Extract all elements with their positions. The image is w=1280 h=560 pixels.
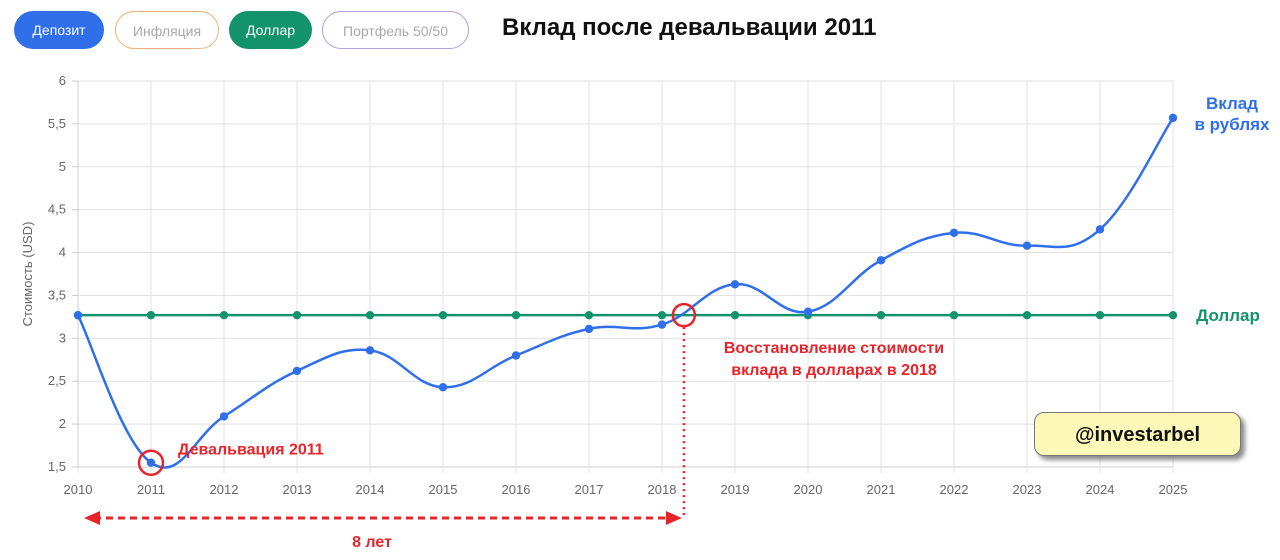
deposit-data-point bbox=[1095, 225, 1105, 234]
x-tick-label: 2012 bbox=[210, 482, 239, 497]
dollar-data-point bbox=[438, 310, 448, 320]
x-tick-label: 2015 bbox=[429, 482, 458, 497]
x-tick-label: 2019 bbox=[721, 482, 750, 497]
deposit-series-label: в рублях bbox=[1194, 115, 1270, 134]
deposit-series-label: Вклад bbox=[1206, 94, 1258, 113]
y-tick-label: 5,5 bbox=[48, 116, 66, 131]
top-bar: Депозит Инфляция Доллар Портфель 50/50 В… bbox=[0, 0, 1280, 64]
deposit-data-point bbox=[438, 383, 448, 392]
deposit-data-point bbox=[803, 307, 813, 316]
deposit-data-point bbox=[146, 458, 156, 467]
y-tick-label: 5 bbox=[59, 159, 66, 174]
x-tick-label: 2021 bbox=[867, 482, 896, 497]
x-tick-label: 2017 bbox=[575, 482, 604, 497]
deposit-data-point bbox=[292, 366, 302, 376]
deposit-data-point bbox=[1022, 241, 1032, 250]
dollar-series-label: Доллар bbox=[1196, 306, 1260, 325]
x-tick-label: 2010 bbox=[64, 482, 93, 497]
deposit-button[interactable]: Депозит bbox=[14, 11, 104, 49]
span-arrow-left-head bbox=[84, 511, 100, 525]
x-tick-label: 2024 bbox=[1086, 482, 1115, 497]
dollar-data-point bbox=[511, 310, 521, 320]
dollar-data-point bbox=[584, 310, 594, 320]
x-tick-label: 2022 bbox=[940, 482, 969, 497]
x-tick-label: 2013 bbox=[283, 482, 312, 497]
x-tick-label: 2020 bbox=[794, 482, 823, 497]
dollar-data-point bbox=[365, 310, 375, 320]
deposit-data-point bbox=[584, 324, 594, 334]
x-tick-label: 2011 bbox=[137, 482, 165, 497]
deposit-series-line bbox=[76, 117, 1175, 469]
y-tick-label: 4,5 bbox=[48, 202, 66, 217]
recovery-label: вклада в долларах в 2018 bbox=[731, 362, 937, 379]
y-tick-label: 3,5 bbox=[48, 287, 66, 302]
dollar-data-point bbox=[876, 310, 886, 320]
dollar-data-point bbox=[1022, 310, 1032, 320]
y-tick-label: 4 bbox=[59, 245, 66, 260]
dollar-data-point bbox=[292, 310, 302, 320]
y-tick-label: 3 bbox=[59, 330, 66, 345]
devaluation-label: Девальвация 2011 bbox=[178, 442, 324, 459]
chart-title: Вклад после девальвации 2011 bbox=[502, 14, 877, 41]
x-tick-label: 2014 bbox=[356, 482, 385, 497]
y-tick-label: 6 bbox=[59, 73, 66, 88]
watermark-badge: @investarbel bbox=[1034, 412, 1241, 456]
dollar-data-point bbox=[219, 310, 229, 320]
y-axis-label: Стоимость (USD) bbox=[20, 222, 35, 327]
y-tick-label: 1,5 bbox=[48, 459, 66, 474]
dollar-data-point bbox=[949, 310, 959, 320]
dollar-data-point bbox=[1168, 310, 1178, 320]
span-label: 8 лет bbox=[352, 534, 392, 551]
dollar-button[interactable]: Доллар bbox=[229, 11, 312, 49]
recovery-label: Восстановление стоимости bbox=[724, 340, 944, 357]
deposit-data-point bbox=[1168, 113, 1178, 123]
y-tick-label: 2,5 bbox=[48, 373, 66, 388]
deposit-data-point bbox=[73, 310, 83, 320]
recovery-circle bbox=[671, 302, 697, 328]
deposit-data-point bbox=[365, 346, 375, 355]
x-tick-label: 2018 bbox=[648, 482, 677, 497]
devaluation-circle bbox=[137, 449, 165, 476]
x-tick-label: 2016 bbox=[502, 482, 531, 497]
portfolio-button[interactable]: Портфель 50/50 bbox=[322, 11, 469, 49]
deposit-data-point bbox=[876, 256, 886, 265]
dollar-data-point bbox=[1095, 310, 1105, 320]
inflation-button[interactable]: Инфляция bbox=[115, 11, 219, 49]
y-tick-label: 2 bbox=[59, 416, 66, 431]
x-tick-label: 2023 bbox=[1013, 482, 1042, 497]
dollar-data-point bbox=[730, 310, 740, 320]
dollar-data-point bbox=[146, 310, 156, 320]
x-tick-label: 2025 bbox=[1159, 482, 1188, 497]
dollar-data-point bbox=[657, 310, 667, 320]
deposit-data-point bbox=[219, 412, 229, 421]
deposit-data-point bbox=[730, 280, 740, 289]
span-arrow-right-head bbox=[665, 511, 682, 525]
deposit-data-point bbox=[657, 320, 667, 329]
deposit-data-point bbox=[949, 228, 959, 238]
deposit-data-point bbox=[511, 351, 521, 360]
